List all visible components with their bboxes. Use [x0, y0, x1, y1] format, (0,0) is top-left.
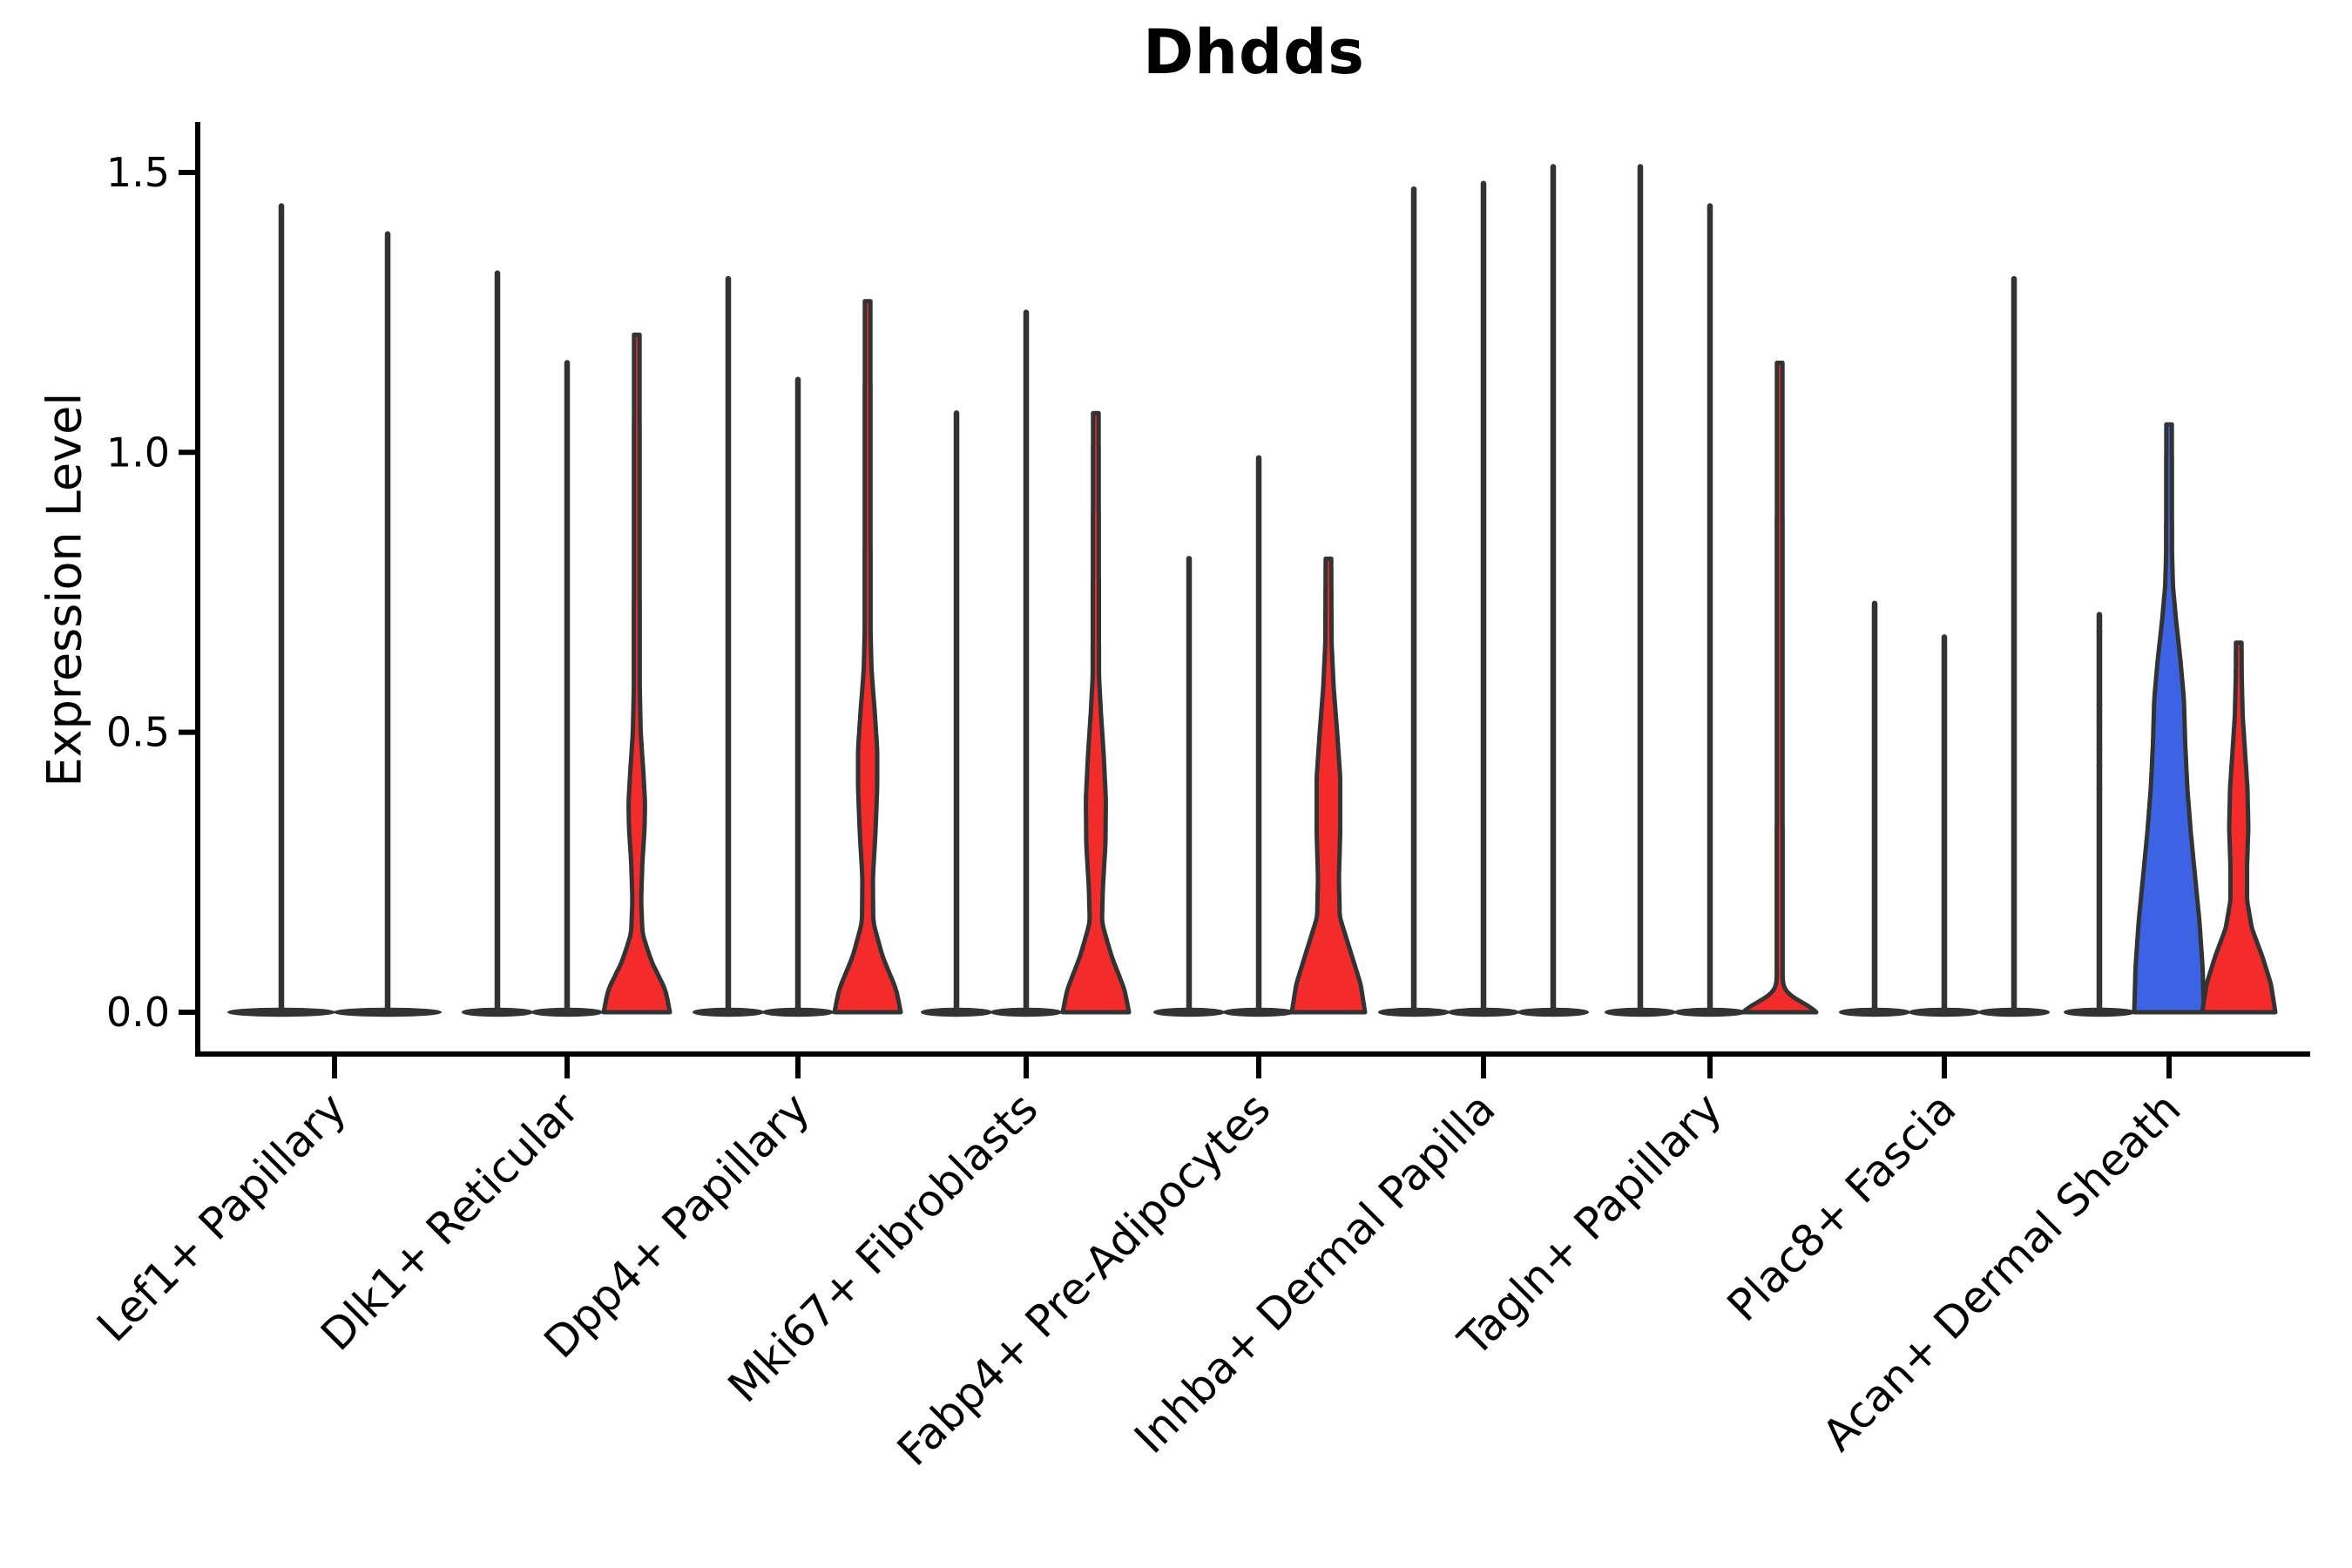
violin-body-1-2 — [601, 332, 672, 1015]
chart-title: Dhdds — [1143, 17, 1365, 88]
violin-body-8-1 — [2132, 422, 2207, 1015]
x-tick-label-0: Lef1+ Papillary — [87, 1083, 355, 1351]
x-tick-label-4: Fabp4+ Pre-Adipocytes — [888, 1083, 1281, 1476]
jitter-dot-8-0-3 — [2096, 718, 2103, 725]
jitter-dot-8-0-4 — [2096, 701, 2103, 707]
x-tick-label-8: Acan+ Dermal Sheath — [1813, 1083, 2191, 1461]
jitter-dot-8-0-1 — [2096, 762, 2103, 769]
violin-body-2-2 — [832, 299, 903, 1015]
y-tick-label-3: 1.5 — [106, 149, 170, 196]
violin-body-6-2 — [1740, 361, 1819, 1015]
x-tick-label-5: Inhba+ Dermal Papilla — [1125, 1083, 1504, 1463]
violin-body-8-2 — [2200, 640, 2278, 1015]
x-tick-label-7: Plac8+ Fascia — [1718, 1083, 1966, 1331]
y-tick-label-2: 1.0 — [106, 429, 170, 476]
jitter-dot-8-0-0 — [2096, 785, 2103, 792]
jitter-dot-8-0-2 — [2096, 746, 2103, 753]
y-tick-label-0: 0.0 — [106, 989, 170, 1036]
violin-body-3-2 — [1060, 410, 1132, 1015]
y-tick-label-1: 0.5 — [106, 709, 170, 756]
jitter-dot-8-0-5 — [2096, 628, 2103, 635]
violin-body-4-2 — [1289, 556, 1368, 1015]
